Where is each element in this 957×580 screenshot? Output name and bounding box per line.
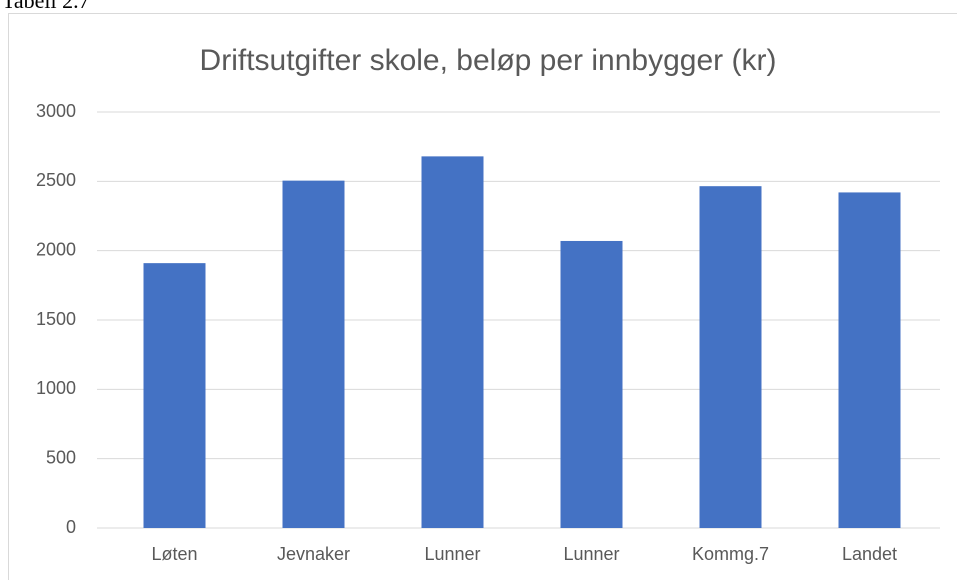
y-tick-label: 1000 [36,378,76,398]
bar [282,180,345,528]
y-tick-label: 0 [66,517,76,537]
bar [421,156,484,528]
y-tick-label: 500 [46,447,76,467]
y-tick-label: 3000 [36,101,76,121]
y-tick-label: 1500 [36,309,76,329]
x-tick-label: Lunner [563,544,619,564]
caption: Tabell 2.7 [2,0,90,13]
bar [699,186,762,529]
bar [143,263,206,528]
bar [838,192,901,528]
y-tick-label: 2000 [36,239,76,259]
x-tick-label: Jevnaker [277,544,350,564]
x-tick-label: Kommg.7 [692,544,769,564]
bar [560,240,623,528]
chart-title: Driftsutgifter skole, beløp per innbygge… [200,44,777,77]
x-tick-label: Løten [151,544,197,564]
x-tick-label: Lunner [424,544,480,564]
y-tick-label: 2500 [36,170,76,190]
x-tick-label: Landet [842,544,897,564]
